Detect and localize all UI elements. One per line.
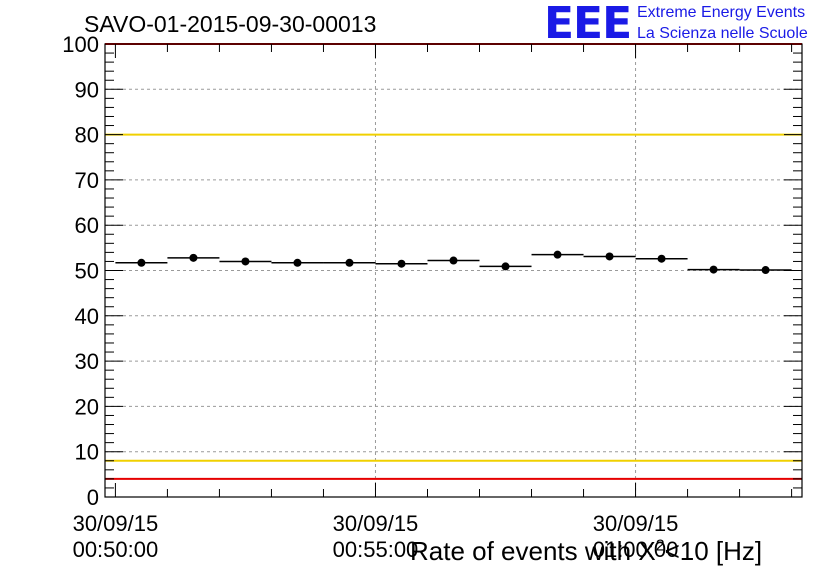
data-point (501, 262, 510, 271)
data-point (449, 256, 458, 265)
data-point (761, 266, 770, 275)
logo-line-2: La Scienza nelle Scuole (637, 25, 808, 42)
data-point (293, 258, 302, 267)
data-point (137, 258, 146, 267)
logo-letters: EEE (544, 0, 632, 49)
data-point (241, 257, 250, 266)
x-axis-title-superscript: 2 (655, 537, 665, 555)
data-point (397, 259, 406, 268)
chart-title: SAVO-01-2015-09-30-00013 (84, 11, 377, 37)
y-tick-label: 0 (87, 485, 99, 510)
x-tick-label-date: 30/09/15 (593, 511, 679, 536)
x-tick-label-time: 01:00:00 (593, 537, 679, 562)
data-point (553, 250, 562, 259)
data-point (345, 258, 354, 267)
x-tick-label-date: 30/09/15 (333, 511, 419, 536)
x-tick-label-date: 30/09/15 (73, 511, 159, 536)
x-axis-title-suffix: <10 [Hz] (664, 536, 763, 566)
y-tick-labels: 0 10 20 30 40 50 60 70 80 90 100 (62, 32, 99, 510)
axis-ticks (105, 43, 802, 498)
data-points (115, 250, 792, 275)
y-tick-label: 80 (75, 123, 99, 148)
y-tick-label: 50 (75, 259, 99, 284)
data-point (605, 252, 614, 261)
y-tick-label: 10 (75, 440, 99, 465)
y-tick-label: 30 (75, 349, 99, 374)
data-point (189, 253, 198, 262)
data-point (657, 254, 666, 263)
logo-line-1: Extreme Energy Events (637, 4, 806, 21)
x-axis-title-main: Rate of events with X (410, 536, 656, 566)
x-tick-labels: 30/09/1500:50:0030/09/1500:55:0030/09/15… (73, 511, 679, 562)
y-tick-label: 90 (75, 77, 99, 102)
grid-lines (105, 44, 802, 497)
data-point (709, 265, 718, 274)
x-axis-title: Rate of events with X2<10 [Hz] (410, 536, 762, 567)
y-tick-label: 70 (75, 168, 99, 193)
x-tick-label-time: 00:50:00 (73, 537, 159, 562)
x-tick-label-time: 00:55:00 (333, 537, 419, 562)
y-tick-label: 60 (75, 213, 99, 238)
y-tick-label: 20 (75, 394, 99, 419)
y-tick-label: 100 (62, 32, 99, 57)
y-tick-label: 40 (75, 304, 99, 329)
